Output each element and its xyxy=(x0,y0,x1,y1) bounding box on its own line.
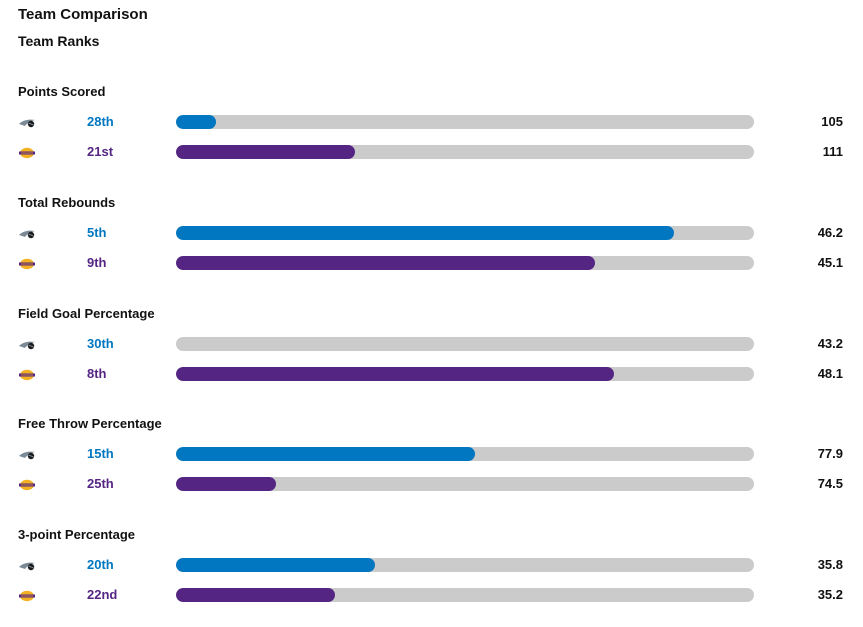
team-stat-row: 21st 111 xyxy=(0,142,863,162)
magic-logo-icon xyxy=(18,559,36,571)
stat-category-title: Points Scored xyxy=(18,84,106,99)
stat-value: 48.1 xyxy=(817,366,843,381)
stat-bar-track xyxy=(176,447,754,461)
team-stat-row: 30th 43.2 xyxy=(0,334,863,354)
page-title: Team Comparison xyxy=(18,6,148,23)
team-stat-row: 15th 77.9 xyxy=(0,444,863,464)
team-rank: 22nd xyxy=(87,587,118,602)
stat-value: 74.5 xyxy=(817,476,843,491)
team-stat-row: 8th 48.1 xyxy=(0,364,863,384)
team-stat-row: 22nd 35.2 xyxy=(0,585,863,605)
stat-value: 35.2 xyxy=(817,587,843,602)
team-rank: 15th xyxy=(87,446,114,461)
team-rank: 9th xyxy=(87,255,107,270)
lakers-logo-icon xyxy=(18,146,36,159)
stat-section: Field Goal Percentage 30th 43.2 8th 48.1 xyxy=(0,306,863,406)
stat-value: 35.8 xyxy=(817,557,843,572)
stat-category-title: Free Throw Percentage xyxy=(18,416,162,431)
stat-bar-fill xyxy=(176,115,217,129)
stat-value: 111 xyxy=(822,144,843,159)
team-stat-row: 5th 46.2 xyxy=(0,223,863,243)
stat-section: Total Rebounds 5th 46.2 9th 45.1 xyxy=(0,195,863,295)
stat-bar-track xyxy=(176,558,754,572)
team-rank: 20th xyxy=(87,557,114,572)
stat-category-title: Field Goal Percentage xyxy=(18,306,155,321)
stat-bar-fill xyxy=(176,477,276,491)
team-stat-row: 20th 35.8 xyxy=(0,555,863,575)
team-rank: 28th xyxy=(87,114,114,129)
stat-bar-fill xyxy=(176,558,375,572)
stat-bar-fill xyxy=(176,256,596,270)
stat-section: Free Throw Percentage 15th 77.9 25th 74.5 xyxy=(0,416,863,516)
magic-logo-icon xyxy=(18,338,36,350)
stat-value: 43.2 xyxy=(817,336,843,351)
stat-bar-fill xyxy=(176,447,475,461)
stat-bar-fill xyxy=(176,588,335,602)
stat-value: 45.1 xyxy=(817,255,843,270)
lakers-logo-icon xyxy=(18,478,36,491)
stat-bar-track xyxy=(176,337,754,351)
magic-logo-icon xyxy=(18,227,36,239)
magic-logo-icon xyxy=(18,448,36,460)
stat-bar-track xyxy=(176,256,754,270)
stat-bar-fill xyxy=(176,226,675,240)
section-subtitle: Team Ranks xyxy=(18,33,100,49)
team-rank: 30th xyxy=(87,336,114,351)
team-stat-row: 28th 105 xyxy=(0,112,863,132)
team-rank: 25th xyxy=(87,476,114,491)
stat-bar-track xyxy=(176,145,754,159)
lakers-logo-icon xyxy=(18,257,36,270)
stat-value: 77.9 xyxy=(817,446,843,461)
lakers-logo-icon xyxy=(18,368,36,381)
stat-category-title: Total Rebounds xyxy=(18,195,116,210)
team-rank: 21st xyxy=(87,144,114,159)
stat-bar-track xyxy=(176,588,754,602)
stat-bar-fill xyxy=(176,367,615,381)
stat-category-title: 3-point Percentage xyxy=(18,527,136,542)
stat-bar-track xyxy=(176,367,754,381)
team-stat-row: 25th 74.5 xyxy=(0,474,863,494)
stat-bar-track xyxy=(176,115,754,129)
lakers-logo-icon xyxy=(18,589,36,602)
stat-value: 46.2 xyxy=(817,225,843,240)
stat-section: Points Scored 28th 105 21st 111 xyxy=(0,84,863,184)
team-stat-row: 9th 45.1 xyxy=(0,253,863,273)
stat-bar-fill xyxy=(176,145,356,159)
stat-section: 3-point Percentage 20th 35.8 22nd 35.2 xyxy=(0,527,863,627)
team-rank: 8th xyxy=(87,366,107,381)
team-rank: 5th xyxy=(87,225,107,240)
stat-bar-track xyxy=(176,226,754,240)
stat-value: 105 xyxy=(821,114,843,129)
stat-bar-track xyxy=(176,477,754,491)
magic-logo-icon xyxy=(18,116,36,128)
